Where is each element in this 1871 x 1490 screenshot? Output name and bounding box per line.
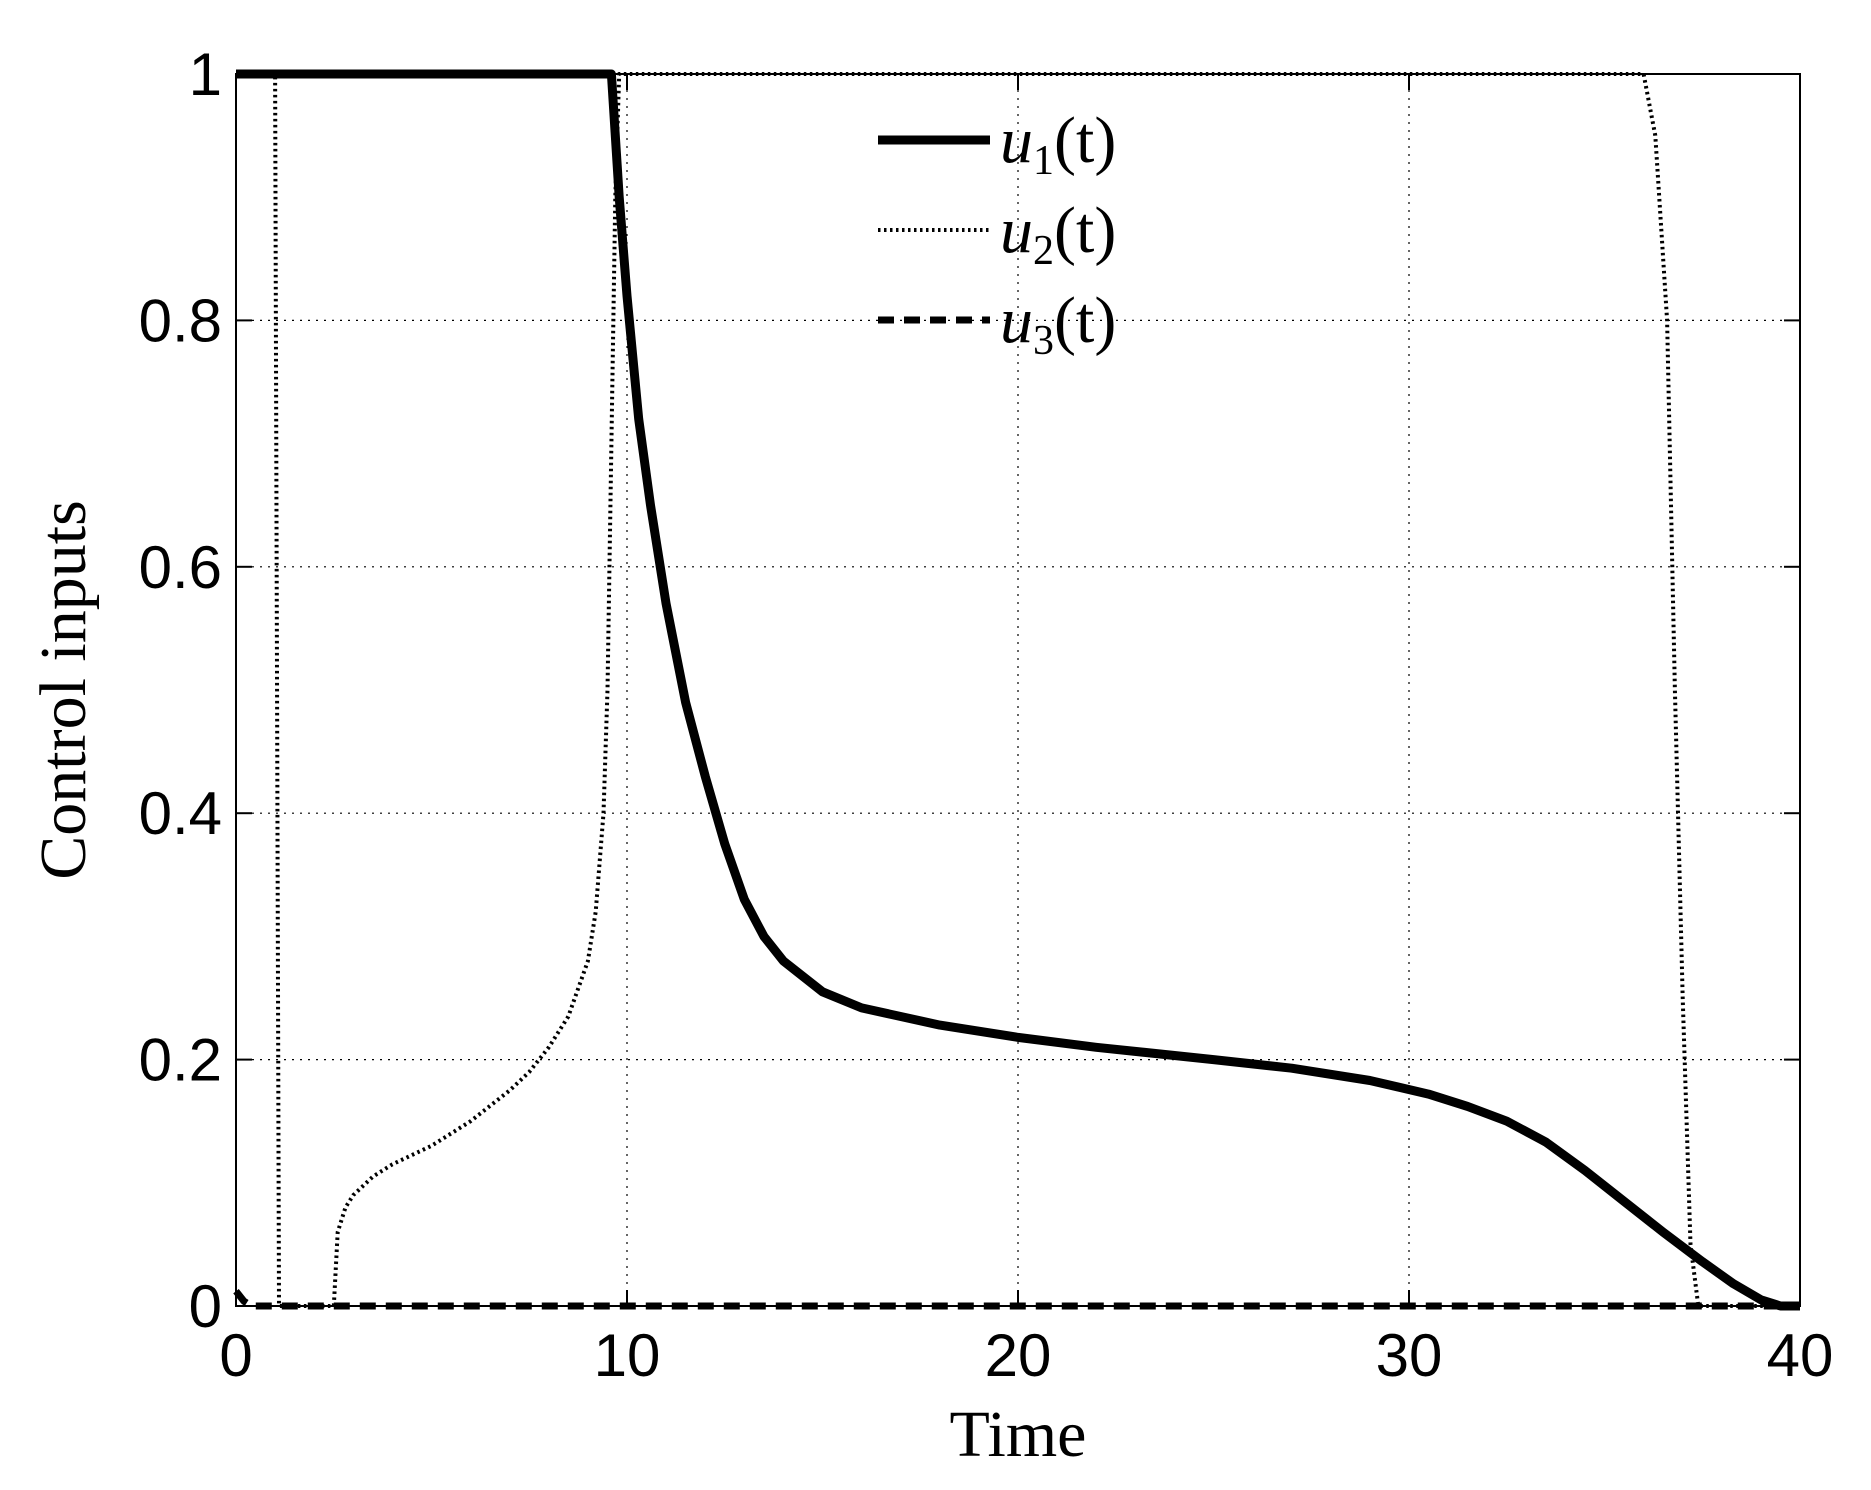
- legend-item-3: u3(t): [878, 284, 1116, 364]
- legend-label: u2(t): [1000, 194, 1116, 274]
- legend: u1(t) u2(t) u3(t): [878, 104, 1116, 364]
- tick-labels: 0 10 20 30 40 0 0.2 0.4 0.6 0.8 1: [139, 41, 1834, 1389]
- series-line-2: [236, 72, 1800, 1308]
- y-tick-label: 0.8: [139, 287, 222, 354]
- x-tick-label: 40: [1767, 1322, 1834, 1389]
- tick-marks: [235, 73, 1801, 1307]
- legend-item-2: u2(t): [878, 194, 1116, 274]
- y-tick-label: 0.2: [139, 1027, 222, 1094]
- legend-label: u1(t): [1000, 104, 1116, 184]
- y-tick-label: 0.6: [139, 534, 222, 601]
- series-line-3: [233, 1289, 1800, 1310]
- legend-item-1: u1(t): [878, 104, 1116, 184]
- y-tick-label: 0.4: [139, 780, 222, 847]
- x-axis-title: Time: [950, 1398, 1087, 1471]
- x-tick-label: 20: [985, 1322, 1052, 1389]
- grid-lines: [236, 74, 1800, 1306]
- series-line-1: [236, 69, 1800, 1311]
- series-layer: [233, 69, 1800, 1311]
- legend-label: u3(t): [1000, 284, 1116, 364]
- x-tick-label: 0: [219, 1322, 252, 1389]
- y-axis-title: Control inputs: [27, 500, 100, 880]
- y-tick-label: 1: [189, 41, 222, 108]
- x-tick-label: 10: [594, 1322, 661, 1389]
- y-tick-label: 0: [189, 1273, 222, 1340]
- x-tick-label: 30: [1376, 1322, 1443, 1389]
